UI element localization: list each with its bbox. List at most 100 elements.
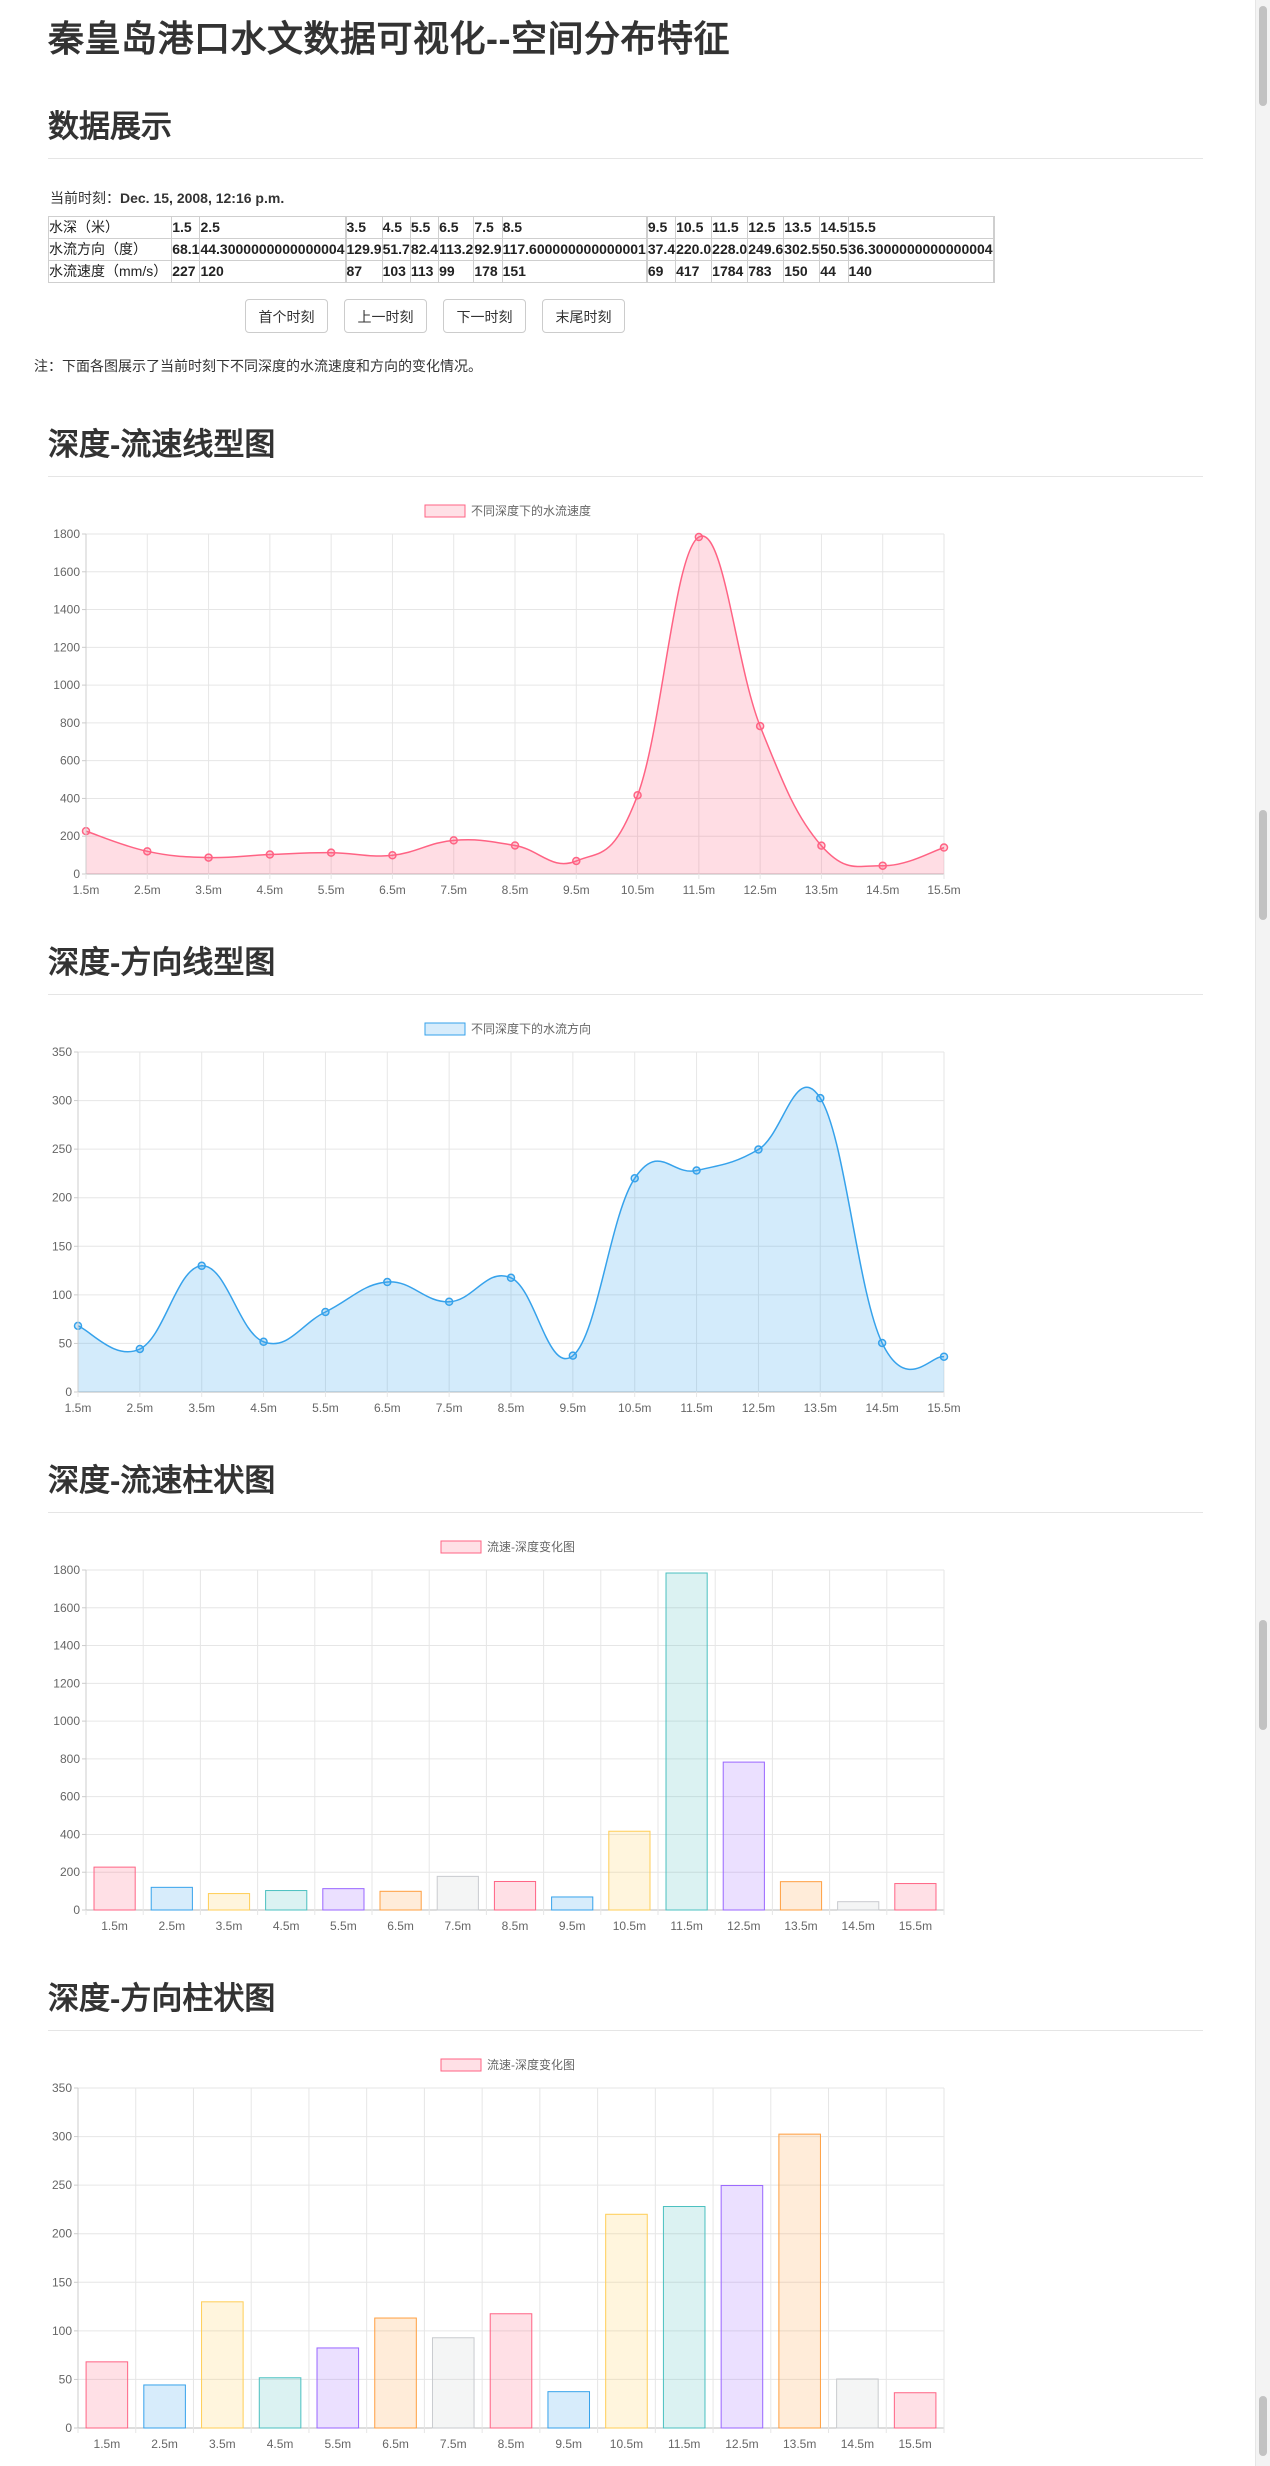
x-tick-label: 1.5m bbox=[65, 1401, 92, 1415]
x-tick-label: 13.5m bbox=[804, 1401, 837, 1415]
y-tick-label: 100 bbox=[52, 1288, 72, 1302]
direction-bar-chart: 流速-深度变化图 0 50 100 150 200 250 300 350 1.5m 2.5m 3.5… bbox=[48, 2050, 968, 2460]
section-divider bbox=[48, 476, 1203, 477]
previous-moment-button[interactable]: 上一时刻 bbox=[344, 299, 427, 333]
bar bbox=[837, 2379, 879, 2428]
y-tick-label: 150 bbox=[52, 1239, 72, 1253]
bar bbox=[375, 2318, 417, 2428]
x-tick-label: 1.5m bbox=[73, 883, 100, 897]
scrollbar-thumb[interactable] bbox=[1259, 2396, 1267, 2456]
x-tick-label: 7.5m bbox=[440, 2437, 467, 2451]
y-tick-label: 1600 bbox=[53, 1601, 80, 1615]
table-row: 水流速度（mm/s） 227 120 87 103 113 99 178 151 69 417 178… bbox=[49, 261, 995, 283]
bar bbox=[780, 1882, 821, 1910]
scrollbar-thumb[interactable] bbox=[1259, 6, 1267, 106]
x-tick-label: 5.5m bbox=[312, 1401, 339, 1415]
x-tick-label: 13.5m bbox=[805, 883, 838, 897]
y-tick-label: 800 bbox=[60, 716, 80, 730]
table-cell bbox=[993, 261, 994, 283]
bar bbox=[86, 2362, 128, 2428]
first-moment-button[interactable]: 首个时刻 bbox=[245, 299, 328, 333]
x-tick-label: 11.5m bbox=[668, 2437, 700, 2451]
next-moment-button[interactable]: 下一时刻 bbox=[443, 299, 526, 333]
x-tick-label: 11.5m bbox=[683, 883, 715, 897]
legend-label: 流速-深度变化图 bbox=[487, 2057, 575, 2072]
x-tick-label: 12.5m bbox=[742, 1401, 775, 1415]
hydro-data-table: 水深（米） 1.5 2.5 3.5 4.5 5.5 6.5 7.5 8.5 9.5 10.5 11.5… bbox=[48, 216, 995, 283]
data-point bbox=[569, 1352, 576, 1359]
x-tick-label: 7.5m bbox=[440, 883, 467, 897]
table-cell: 1.5 bbox=[172, 217, 200, 239]
table-cell: 2.5 bbox=[200, 217, 345, 239]
legend-swatch bbox=[425, 505, 465, 517]
direction-line-chart: 不同深度下的水流方向 0 50 100 150 200 250 300 350 1.5m 2.5m 3… bbox=[48, 1014, 968, 1424]
x-tick-label: 8.5m bbox=[502, 883, 529, 897]
x-tick-label: 9.5m bbox=[555, 2437, 582, 2451]
x-tick-label: 15.5m bbox=[927, 1401, 960, 1415]
bar bbox=[721, 2186, 763, 2428]
table-cell: 99 bbox=[439, 261, 474, 283]
current-time: 当前时刻：Dec. 15, 2008, 12:16 p.m. bbox=[50, 188, 284, 208]
y-tick-label: 1200 bbox=[53, 1676, 80, 1690]
row-label: 水流方向（度） bbox=[49, 239, 172, 261]
bar bbox=[548, 2392, 590, 2428]
data-point bbox=[446, 1298, 453, 1305]
x-tick-label: 2.5m bbox=[134, 883, 161, 897]
bar bbox=[663, 2207, 705, 2428]
table-cell: 9.5 bbox=[647, 217, 675, 239]
legend-label: 不同深度下的水流方向 bbox=[471, 1021, 591, 1036]
y-tick-label: 350 bbox=[52, 1045, 72, 1059]
x-tick-label: 12.5m bbox=[727, 1919, 760, 1933]
y-tick-label: 50 bbox=[59, 1336, 73, 1350]
bar bbox=[437, 1876, 478, 1910]
x-tick-label: 10.5m bbox=[613, 1919, 646, 1933]
table-cell: 14.5 bbox=[820, 217, 848, 239]
y-tick-label: 250 bbox=[52, 1142, 72, 1156]
section-title-speed-line: 深度-流速线型图 bbox=[48, 419, 275, 464]
table-cell: 10.5 bbox=[676, 217, 712, 239]
y-tick-label: 1000 bbox=[53, 1714, 80, 1728]
chart-note: 注：下面各图展示了当前时刻下不同深度的水流速度和方向的变化情况。 bbox=[34, 356, 482, 376]
data-point bbox=[384, 1279, 391, 1286]
data-point bbox=[634, 792, 641, 799]
bar bbox=[723, 1762, 764, 1910]
table-cell bbox=[993, 239, 994, 261]
table-cell: 15.5 bbox=[848, 217, 993, 239]
table-cell: 8.5 bbox=[502, 217, 646, 239]
last-moment-button[interactable]: 末尾时刻 bbox=[542, 299, 625, 333]
bar bbox=[490, 2314, 532, 2428]
y-tick-label: 1400 bbox=[53, 603, 80, 617]
speed-bar-chart: 流速-深度变化图 0 200 400 600 800 1000 1200 1400 1600 180… bbox=[48, 1532, 968, 1942]
row-label: 水流速度（mm/s） bbox=[49, 261, 172, 283]
bar bbox=[606, 2214, 648, 2428]
table-cell: 228.0 bbox=[712, 239, 748, 261]
table-cell: 5.5 bbox=[410, 217, 438, 239]
data-point bbox=[879, 862, 886, 869]
x-tick-label: 5.5m bbox=[330, 1919, 357, 1933]
data-point bbox=[328, 849, 335, 856]
table-cell: 129.9 bbox=[346, 239, 382, 261]
y-tick-label: 1800 bbox=[53, 527, 80, 541]
table-cell bbox=[993, 217, 994, 239]
y-tick-label: 400 bbox=[60, 791, 80, 805]
legend-swatch bbox=[441, 1541, 481, 1553]
bar bbox=[779, 2134, 821, 2428]
x-tick-label: 1.5m bbox=[94, 2437, 121, 2451]
page-scrollbar[interactable] bbox=[1255, 0, 1270, 2466]
scrollbar-thumb[interactable] bbox=[1259, 1620, 1267, 1730]
y-tick-label: 300 bbox=[52, 2130, 72, 2144]
data-point bbox=[693, 1167, 700, 1174]
bar bbox=[94, 1867, 135, 1910]
data-point bbox=[260, 1338, 267, 1345]
x-tick-label: 12.5m bbox=[743, 883, 776, 897]
table-cell: 113.2 bbox=[439, 239, 474, 261]
x-tick-label: 10.5m bbox=[618, 1401, 651, 1415]
y-tick-label: 200 bbox=[52, 1191, 72, 1205]
y-tick-label: 1200 bbox=[53, 640, 80, 654]
scrollbar-thumb[interactable] bbox=[1259, 810, 1267, 920]
y-tick-label: 0 bbox=[73, 867, 80, 881]
legend-label: 不同深度下的水流速度 bbox=[471, 503, 591, 518]
page-title: 秦皇岛港口水文数据可视化--空间分布特征 bbox=[48, 10, 730, 62]
bar bbox=[202, 2302, 244, 2428]
table-cell: 151 bbox=[502, 261, 646, 283]
